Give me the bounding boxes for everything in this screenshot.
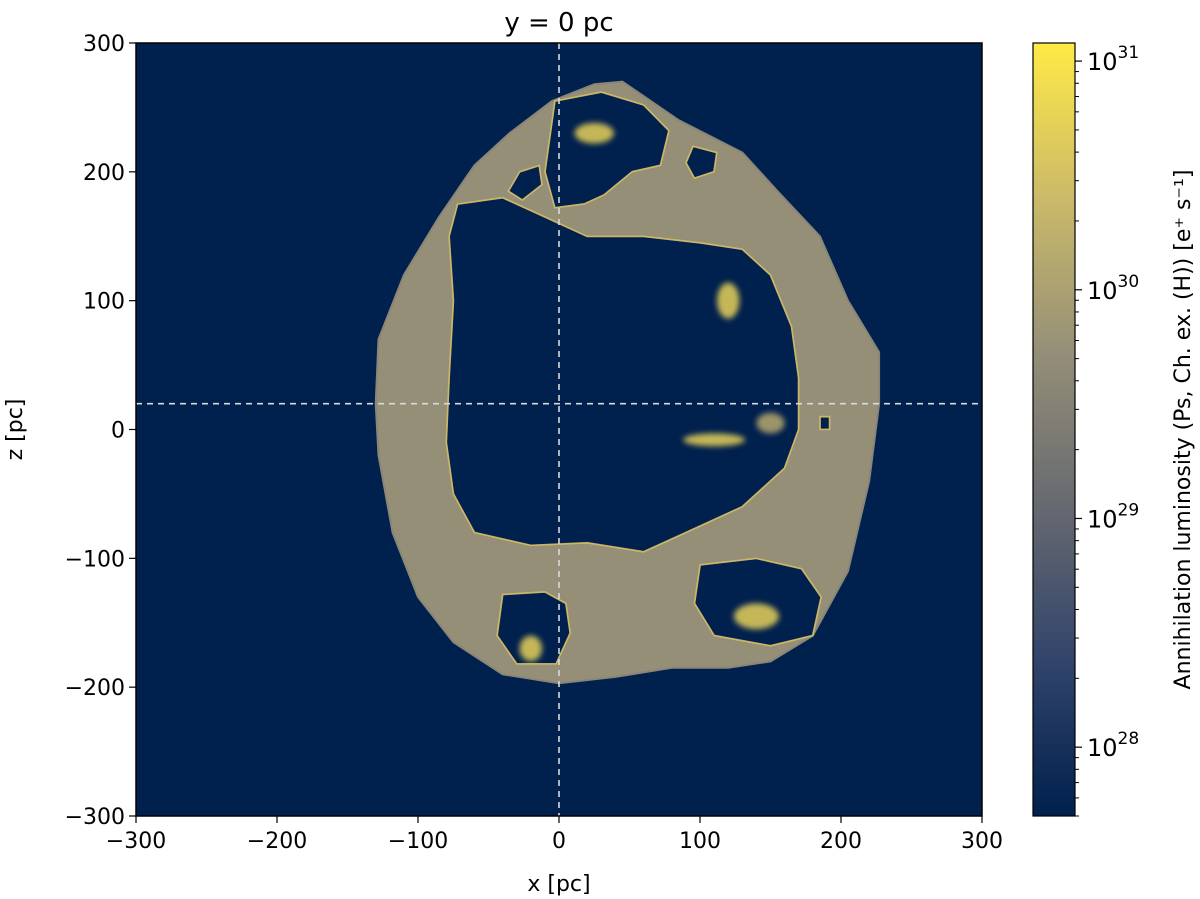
- x-axis-label: x [pc]: [527, 872, 590, 897]
- bright-patch: [733, 603, 779, 630]
- bright-patch: [716, 282, 740, 319]
- x-tick-label: 100: [679, 829, 721, 854]
- plot-area: [136, 43, 982, 816]
- colorbar-tick-label: 1028: [1087, 729, 1139, 762]
- x-tick-label: 0: [552, 829, 566, 854]
- chart-title: y = 0 pc: [504, 8, 613, 38]
- y-tick-label: 100: [83, 290, 125, 315]
- bright-patch: [574, 122, 614, 144]
- y-tick-label: −100: [65, 547, 125, 572]
- y-tick-label: 300: [83, 32, 125, 57]
- y-axis: −300 −200 −100 0 100 200 300: [65, 32, 136, 830]
- colorbar-gradient: [1032, 42, 1076, 817]
- y-axis-label: z [pc]: [3, 399, 28, 461]
- shell-bright-edges: [445, 91, 831, 665]
- colorbar-label: Annihilation luminosity (Ps, Ch. ex. (H)…: [1171, 170, 1196, 690]
- y-tick-label: −300: [65, 805, 125, 830]
- bright-patch: [519, 635, 543, 662]
- bright-patch: [683, 433, 746, 447]
- x-tick-label: −300: [106, 829, 166, 854]
- x-tick-label: 200: [820, 829, 862, 854]
- colorbar-tick-label: 1030: [1087, 272, 1139, 305]
- colorbar-tick-label: 1029: [1087, 500, 1139, 533]
- y-tick-label: 0: [111, 419, 125, 444]
- bright-patches: [519, 122, 785, 662]
- y-tick-label: 200: [83, 161, 125, 186]
- x-tick-label: 300: [961, 829, 1003, 854]
- colorbar-tick-label: 1031: [1087, 43, 1139, 76]
- bright-patch: [756, 412, 785, 434]
- colorbar-ticks: 1028 1029 1030 1031: [1075, 43, 1139, 817]
- colorbar: 1028 1029 1030 1031 Annihilation luminosity…: [1032, 42, 1196, 817]
- y-tick-label: −200: [65, 676, 125, 701]
- x-tick-label: −100: [388, 829, 448, 854]
- x-tick-label: −200: [247, 829, 307, 854]
- x-axis: −300 −200 −100 0 100 200 300: [106, 816, 1003, 854]
